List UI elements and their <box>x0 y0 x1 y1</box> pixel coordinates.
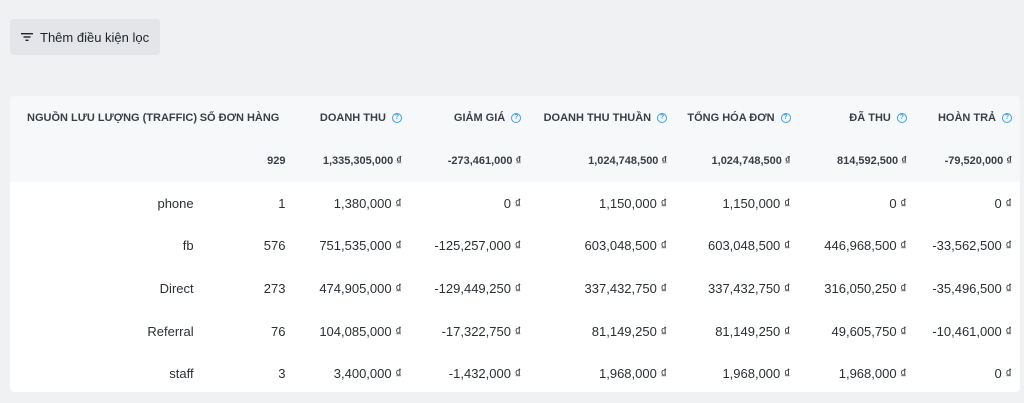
toolbar: Thêm điều kiện lọc <box>10 19 161 55</box>
table-cell: 446,968,500 ₫ <box>824 238 907 254</box>
table-cell: -1,432,000 ₫ <box>448 366 522 382</box>
total-cell: -273,461,000 ₫ <box>409 140 530 182</box>
add-filter-button[interactable]: Thêm điều kiện lọc <box>10 19 161 55</box>
header-revenue[interactable]: DOANH THU? <box>285 96 410 140</box>
table-cell: 1,968,000 ₫ <box>599 366 668 382</box>
table-cell: 3 <box>278 366 286 382</box>
table-cell: 603,048,500 ₫ <box>707 238 791 254</box>
help-icon[interactable]: ? <box>657 113 668 124</box>
table-cell: -10,461,000 ₫ <box>932 323 1012 339</box>
help-icon[interactable]: ? <box>780 113 791 124</box>
help-icon[interactable]: ? <box>896 113 907 124</box>
total-cell: 929 <box>193 140 286 182</box>
traffic-report-table: NGUỒN LƯU LƯỢNG (TRAFFIC) SỐ ĐƠN HÀNG DO… <box>10 96 1020 392</box>
table-cell: staff <box>169 366 194 382</box>
table-cell: -33,562,500 ₫ <box>932 238 1012 254</box>
table-cell: -35,496,500 ₫ <box>932 280 1012 296</box>
table-cell: 1,150,000 ₫ <box>722 195 791 211</box>
table-cell: 337,432,750 ₫ <box>707 280 791 296</box>
help-icon[interactable]: ? <box>1002 113 1012 124</box>
table-cell: 474,905,000 ₫ <box>319 280 402 296</box>
header-net-revenue[interactable]: DOANH THU THUẦN? <box>529 96 676 140</box>
table-cell: Direct <box>159 280 194 296</box>
table-header-row: NGUỒN LƯU LƯỢNG (TRAFFIC) SỐ ĐƠN HÀNG DO… <box>10 96 1020 140</box>
table-cell: 76 <box>270 323 286 339</box>
table-cell: -17,322,750 ₫ <box>441 323 522 339</box>
header-refund[interactable]: HOÀN TRẢ? <box>914 96 1020 140</box>
table-row[interactable]: phone 1 1,380,000 ₫ 0 ₫ 1,150,000 ₫ 1,15… <box>10 182 1020 225</box>
table-row[interactable]: Direct 273 474,905,000 ₫ -129,449,250 ₫ … <box>10 267 1020 310</box>
total-cell: 1,024,748,500 ₫ <box>675 140 799 182</box>
table-cell: 337,432,750 ₫ <box>584 280 668 296</box>
table-cell: 1,150,000 ₫ <box>599 195 668 211</box>
table-cell: 1 <box>278 195 286 211</box>
total-cell: 1,024,748,500 ₫ <box>529 140 676 182</box>
table-cell: Referral <box>147 323 194 339</box>
total-cell <box>10 140 194 182</box>
header-total-invoice[interactable]: TỔNG HÓA ĐƠN? <box>675 96 799 140</box>
header-traffic-source[interactable]: NGUỒN LƯU LƯỢNG (TRAFFIC) <box>10 96 197 140</box>
table-cell: -125,257,000 ₫ <box>434 238 522 254</box>
table-cell: fb <box>182 238 194 254</box>
table-cell: -129,449,250 ₫ <box>434 280 522 296</box>
table-cell: 751,535,000 ₫ <box>319 238 402 254</box>
header-collected[interactable]: ĐÃ THU? <box>798 96 915 140</box>
header-discount[interactable]: GIẢM GIÁ? <box>409 96 530 140</box>
table-cell: 1,380,000 ₫ <box>333 195 402 211</box>
table-row[interactable]: staff 3 3,400,000 ₫ -1,432,000 ₫ 1,968,0… <box>10 352 1020 392</box>
table-row[interactable]: fb 576 751,535,000 ₫ -125,257,000 ₫ 603,… <box>10 225 1020 268</box>
table-cell: 81,149,250 ₫ <box>715 323 791 339</box>
table-cell: 81,149,250 ₫ <box>591 323 668 339</box>
report-card: NGUỒN LƯU LƯỢNG (TRAFFIC) SỐ ĐƠN HÀNG DO… <box>10 96 1020 392</box>
add-filter-label: Thêm điều kiện lọc <box>40 29 150 45</box>
help-icon[interactable]: ? <box>391 113 402 124</box>
table-cell: 273 <box>263 280 286 296</box>
filter-icon <box>21 33 33 41</box>
total-cell: 1,335,305,000 ₫ <box>285 140 410 182</box>
table-cell: phone <box>157 195 194 211</box>
header-order-count[interactable]: SỐ ĐƠN HÀNG <box>193 96 286 140</box>
total-cell: 814,592,500 ₫ <box>798 140 915 182</box>
table-cell: 576 <box>263 238 286 254</box>
table-cell: 104,085,000 ₫ <box>319 323 402 339</box>
table-cell: 0 ₫ <box>503 195 522 211</box>
table-cell: 0 ₫ <box>994 366 1012 382</box>
table-cell: 0 ₫ <box>889 195 907 211</box>
table-cell: 1,968,000 ₫ <box>722 366 791 382</box>
table-cell: 603,048,500 ₫ <box>584 238 668 254</box>
total-cell: -79,520,000 ₫ <box>914 140 1020 182</box>
table-cell: 0 ₫ <box>994 195 1012 211</box>
table-cell: 1,968,000 ₫ <box>838 366 907 382</box>
table-cell: 316,050,250 ₫ <box>824 280 907 296</box>
table-cell: 49,605,750 ₫ <box>831 323 907 339</box>
table-cell: 3,400,000 ₫ <box>333 366 402 382</box>
totals-row: 929 1,335,305,000 ₫ -273,461,000 ₫ 1,024… <box>10 140 1020 182</box>
table-row[interactable]: Referral 76 104,085,000 ₫ -17,322,750 ₫ … <box>10 310 1020 353</box>
help-icon[interactable]: ? <box>511 113 522 124</box>
